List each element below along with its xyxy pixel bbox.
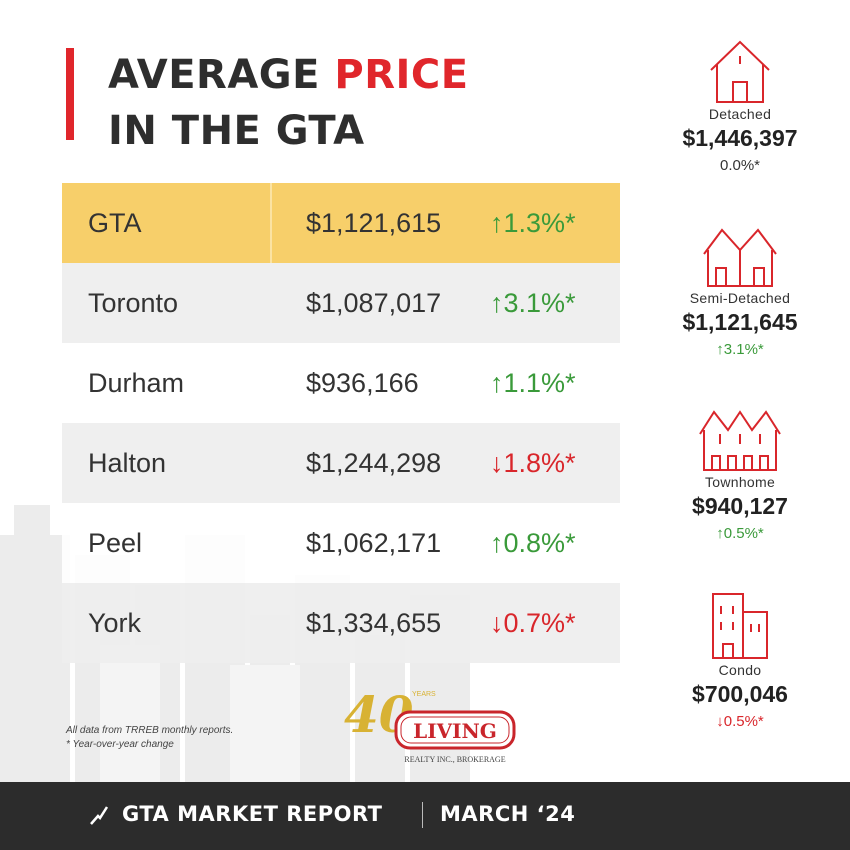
region-name: Peel (88, 527, 143, 558)
home-type-label: Condo (718, 662, 762, 678)
logo-years: YEARS (412, 691, 436, 698)
region-price: $1,334,655 (306, 607, 442, 638)
footnote-source: All data from TRREB monthly reports. (66, 725, 234, 736)
home-type-detached: Detached $1,446,397 0.0%* (640, 36, 840, 174)
living-realty-logo: 40 YEARS LIVING REALTY INC., BROKERAGE (344, 685, 516, 764)
trend-line-icon (90, 806, 109, 825)
home-type-label: Townhome (704, 474, 776, 490)
home-type-change: ↓0.5%* (716, 713, 764, 730)
region-change: ↑3.1%* (490, 287, 576, 318)
region-price: $936,166 (306, 367, 419, 398)
region-change: ↑1.1%* (490, 367, 576, 398)
region-name: York (88, 607, 142, 638)
home-type-price: $1,121,645 (682, 309, 798, 335)
home-type-label: Semi-Detached (689, 290, 791, 306)
home-type-change: 0.0%* (719, 157, 761, 174)
table-row: Durham $936,166 ↑1.1%* (62, 343, 620, 423)
table-header-row: GTA $1,121,615 ↑1.3%* (62, 183, 620, 263)
condo-icon (712, 593, 768, 659)
footer-bar: GTA MARKET REPORT MARCH ‘24 (0, 782, 850, 850)
detached-house-icon (710, 40, 770, 103)
footer-report-title: GTA MARKET REPORT (122, 802, 383, 826)
townhome-icon (699, 410, 781, 471)
home-type-townhome: Townhome $940,127 ↑0.5%* (640, 404, 840, 542)
region-change: ↑0.8%* (490, 527, 576, 558)
footnote-yoy: * Year-over-year change (66, 739, 174, 750)
home-type-label: Detached (708, 106, 772, 122)
table-row: Toronto $1,087,017 ↑3.1%* (62, 263, 620, 343)
semi-detached-icon (703, 228, 777, 287)
footer-date: MARCH ‘24 (440, 802, 576, 826)
region-name: Toronto (88, 287, 179, 318)
title-line2: IN THE GTA (108, 108, 365, 154)
footer-separator (422, 802, 423, 828)
title-accent-word: PRICE (334, 52, 469, 98)
region-price: $1,121,615 (306, 207, 442, 238)
home-type-semi-detached: Semi-Detached $1,121,645 ↑3.1%* (640, 222, 840, 358)
logo-name: LIVING (413, 719, 497, 743)
footnote: All data from TRREB monthly reports. * Y… (66, 724, 233, 752)
region-change: ↓0.7%* (490, 607, 576, 638)
table-row: Halton $1,244,298 ↓1.8%* (62, 423, 620, 503)
region-change: ↑1.3%* (490, 207, 576, 238)
logo-sub: REALTY INC., BROKERAGE (404, 755, 505, 764)
home-type-price: $1,446,397 (682, 125, 798, 151)
home-type-change: ↑0.5%* (716, 525, 764, 542)
table-row: York $1,334,655 ↓0.7%* (62, 583, 620, 663)
title-accent-bar (66, 48, 74, 140)
page-title: AVERAGE PRICE IN THE GTA (108, 47, 469, 159)
header-divider (270, 183, 272, 263)
table-row: Peel $1,062,171 ↑0.8%* (62, 503, 620, 583)
region-name: GTA (88, 207, 142, 238)
region-price: $1,087,017 (306, 287, 442, 318)
home-type-condo: Condo $700,046 ↓0.5%* (640, 590, 840, 730)
region-name: Halton (88, 447, 167, 478)
price-table: GTA $1,121,615 ↑1.3%* Toronto $1,087,017… (62, 183, 620, 663)
title-line1: AVERAGE (108, 52, 335, 98)
home-type-price: $700,046 (692, 681, 788, 707)
home-type-change: ↑3.1%* (716, 341, 764, 358)
region-price: $1,244,298 (306, 447, 442, 478)
region-price: $1,062,171 (306, 527, 442, 558)
region-change: ↓1.8%* (490, 447, 576, 478)
region-name: Durham (88, 367, 185, 398)
home-type-price: $940,127 (692, 493, 788, 519)
